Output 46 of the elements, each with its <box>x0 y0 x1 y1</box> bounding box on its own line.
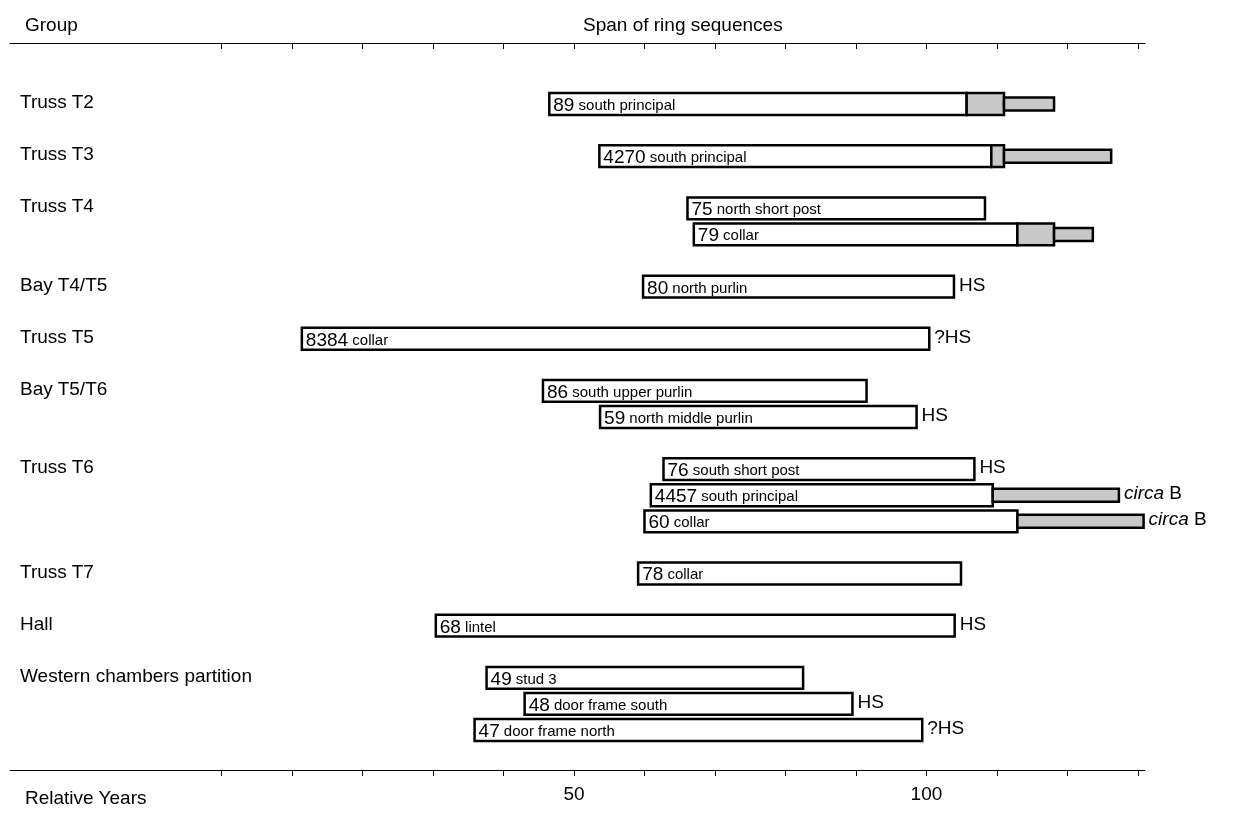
annotation: HS <box>979 456 1006 478</box>
y-axis-title: Group <box>25 14 78 35</box>
y-tick-label: 47 door frame north <box>478 719 615 741</box>
bar <box>300 326 931 351</box>
x-axis-title: Relative Years <box>25 787 147 808</box>
bar <box>434 613 956 638</box>
bar <box>473 717 924 743</box>
annotation: Western chambers partition <box>20 664 252 686</box>
annotation: Bay T5/T6 <box>20 377 108 399</box>
annotation: Truss T4 <box>20 195 95 217</box>
annotation: Bay T4/T5 <box>20 273 108 295</box>
y-tick-label: 4270 south principal <box>603 146 747 168</box>
annotation: HS <box>959 612 987 634</box>
y-tick-label: 86 south upper purlin <box>546 380 693 402</box>
annotation: Truss T2 <box>20 91 94 112</box>
annotation: ?HS <box>927 717 965 738</box>
y-tick-label: 79 collar <box>697 224 759 246</box>
annotation: circa B <box>1148 508 1207 530</box>
y-tick-label: 59 north middle purlin <box>604 406 753 428</box>
annotation: circa B <box>1123 482 1182 504</box>
chart-title: Span of ring sequences <box>583 14 783 35</box>
y-tick-label: 76 south short post <box>667 459 801 481</box>
bar <box>485 665 805 691</box>
bar <box>636 561 963 586</box>
annotation: HS <box>958 273 986 295</box>
annotation: HS <box>857 690 884 712</box>
annotation: Truss T5 <box>20 325 94 347</box>
annotation: ?HS <box>934 325 972 347</box>
annotation: Truss T7 <box>20 560 94 582</box>
annotation: HS <box>921 404 948 425</box>
y-tick-label: 78 collar <box>642 563 704 585</box>
y-tick-label: 48 door frame south <box>528 693 668 715</box>
y-tick-label: 80 north purlin <box>647 276 748 298</box>
x-tick-label: 50 <box>563 783 585 804</box>
y-tick-label: 8384 collar <box>305 328 389 350</box>
y-tick-label: 75 north short post <box>691 198 822 220</box>
bar <box>641 274 956 299</box>
annotation: Truss T6 <box>20 456 94 478</box>
y-tick-label: 60 collar <box>648 511 710 533</box>
y-tick-label: 49 stud 3 <box>490 667 557 689</box>
y-tick-label: 89 south principal <box>553 93 676 115</box>
y-tick-label: 68 lintel <box>439 615 496 637</box>
y-tick-label: 4457 south principal <box>654 485 798 507</box>
annotation: Truss T3 <box>20 143 94 165</box>
x-tick-label: 100 <box>910 783 943 804</box>
annotation: Hall <box>20 612 53 634</box>
